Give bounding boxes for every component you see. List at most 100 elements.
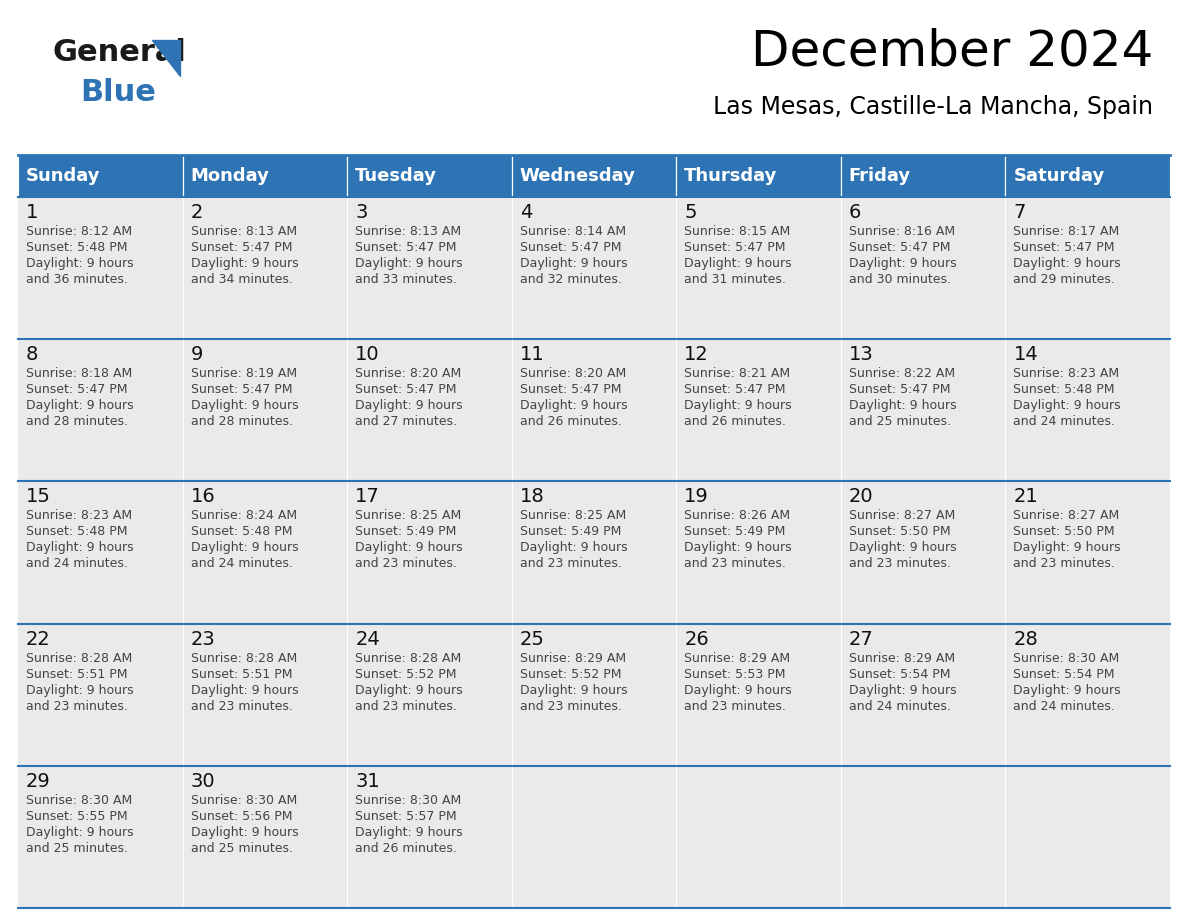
Text: Sunday: Sunday bbox=[26, 167, 101, 185]
Text: Daylight: 9 hours: Daylight: 9 hours bbox=[849, 257, 956, 270]
Text: and 23 minutes.: and 23 minutes. bbox=[26, 700, 128, 712]
Text: Daylight: 9 hours: Daylight: 9 hours bbox=[684, 399, 792, 412]
Text: Thursday: Thursday bbox=[684, 167, 778, 185]
Bar bbox=[512, 197, 676, 339]
Text: 22: 22 bbox=[26, 630, 51, 649]
Bar bbox=[18, 766, 183, 908]
Bar bbox=[183, 197, 347, 339]
Text: 20: 20 bbox=[849, 487, 873, 507]
Text: Sunrise: 8:14 AM: Sunrise: 8:14 AM bbox=[519, 225, 626, 238]
Text: Tuesday: Tuesday bbox=[355, 167, 437, 185]
Text: Sunset: 5:54 PM: Sunset: 5:54 PM bbox=[849, 667, 950, 680]
Text: Daylight: 9 hours: Daylight: 9 hours bbox=[190, 257, 298, 270]
Text: 5: 5 bbox=[684, 203, 697, 222]
Bar bbox=[676, 339, 841, 481]
Text: 21: 21 bbox=[1013, 487, 1038, 507]
Text: Sunrise: 8:30 AM: Sunrise: 8:30 AM bbox=[190, 794, 297, 807]
Text: 4: 4 bbox=[519, 203, 532, 222]
Bar bbox=[676, 481, 841, 623]
Text: Sunset: 5:47 PM: Sunset: 5:47 PM bbox=[849, 383, 950, 397]
Bar bbox=[841, 339, 1005, 481]
Bar bbox=[512, 623, 676, 766]
Text: 3: 3 bbox=[355, 203, 367, 222]
Bar bbox=[1005, 339, 1170, 481]
Text: 6: 6 bbox=[849, 203, 861, 222]
Bar bbox=[183, 481, 347, 623]
Text: and 25 minutes.: and 25 minutes. bbox=[190, 842, 292, 855]
Text: Daylight: 9 hours: Daylight: 9 hours bbox=[849, 542, 956, 554]
Bar bbox=[841, 155, 1005, 197]
Text: Sunset: 5:50 PM: Sunset: 5:50 PM bbox=[1013, 525, 1116, 538]
Text: Sunrise: 8:29 AM: Sunrise: 8:29 AM bbox=[519, 652, 626, 665]
Bar bbox=[1005, 155, 1170, 197]
Text: Sunset: 5:47 PM: Sunset: 5:47 PM bbox=[355, 241, 456, 254]
Text: and 24 minutes.: and 24 minutes. bbox=[1013, 700, 1116, 712]
Text: 19: 19 bbox=[684, 487, 709, 507]
Text: and 27 minutes.: and 27 minutes. bbox=[355, 415, 457, 428]
Text: Friday: Friday bbox=[849, 167, 911, 185]
Text: Sunset: 5:49 PM: Sunset: 5:49 PM bbox=[355, 525, 456, 538]
Polygon shape bbox=[152, 40, 181, 76]
Text: and 23 minutes.: and 23 minutes. bbox=[519, 557, 621, 570]
Bar bbox=[347, 766, 512, 908]
Text: Sunset: 5:47 PM: Sunset: 5:47 PM bbox=[190, 241, 292, 254]
Text: Sunset: 5:51 PM: Sunset: 5:51 PM bbox=[190, 667, 292, 680]
Text: 23: 23 bbox=[190, 630, 215, 649]
Text: Monday: Monday bbox=[190, 167, 270, 185]
Text: Sunrise: 8:23 AM: Sunrise: 8:23 AM bbox=[1013, 367, 1119, 380]
Text: Daylight: 9 hours: Daylight: 9 hours bbox=[355, 826, 463, 839]
Text: Sunset: 5:49 PM: Sunset: 5:49 PM bbox=[684, 525, 785, 538]
Text: Sunrise: 8:30 AM: Sunrise: 8:30 AM bbox=[1013, 652, 1119, 665]
Text: Daylight: 9 hours: Daylight: 9 hours bbox=[355, 399, 463, 412]
Text: Daylight: 9 hours: Daylight: 9 hours bbox=[1013, 684, 1121, 697]
Text: and 25 minutes.: and 25 minutes. bbox=[26, 842, 128, 855]
Text: and 24 minutes.: and 24 minutes. bbox=[26, 557, 128, 570]
Text: Daylight: 9 hours: Daylight: 9 hours bbox=[684, 257, 792, 270]
Text: Sunrise: 8:30 AM: Sunrise: 8:30 AM bbox=[355, 794, 461, 807]
Bar bbox=[841, 197, 1005, 339]
Text: 2: 2 bbox=[190, 203, 203, 222]
Text: 9: 9 bbox=[190, 345, 203, 364]
Text: and 23 minutes.: and 23 minutes. bbox=[190, 700, 292, 712]
Bar bbox=[841, 766, 1005, 908]
Text: 14: 14 bbox=[1013, 345, 1038, 364]
Text: and 24 minutes.: and 24 minutes. bbox=[190, 557, 292, 570]
Bar bbox=[347, 197, 512, 339]
Text: 26: 26 bbox=[684, 630, 709, 649]
Text: Sunrise: 8:13 AM: Sunrise: 8:13 AM bbox=[355, 225, 461, 238]
Text: Daylight: 9 hours: Daylight: 9 hours bbox=[519, 399, 627, 412]
Text: Sunset: 5:50 PM: Sunset: 5:50 PM bbox=[849, 525, 950, 538]
Bar bbox=[676, 766, 841, 908]
Text: Sunset: 5:47 PM: Sunset: 5:47 PM bbox=[519, 241, 621, 254]
Text: Sunrise: 8:20 AM: Sunrise: 8:20 AM bbox=[355, 367, 461, 380]
Text: General: General bbox=[52, 38, 185, 67]
Text: Sunset: 5:51 PM: Sunset: 5:51 PM bbox=[26, 667, 127, 680]
Text: Sunrise: 8:12 AM: Sunrise: 8:12 AM bbox=[26, 225, 132, 238]
Text: Sunrise: 8:28 AM: Sunrise: 8:28 AM bbox=[355, 652, 461, 665]
Text: December 2024: December 2024 bbox=[751, 28, 1154, 76]
Text: and 26 minutes.: and 26 minutes. bbox=[355, 842, 457, 855]
Text: and 28 minutes.: and 28 minutes. bbox=[26, 415, 128, 428]
Bar bbox=[183, 623, 347, 766]
Text: Daylight: 9 hours: Daylight: 9 hours bbox=[519, 542, 627, 554]
Text: Sunset: 5:47 PM: Sunset: 5:47 PM bbox=[190, 383, 292, 397]
Text: Daylight: 9 hours: Daylight: 9 hours bbox=[190, 684, 298, 697]
Bar bbox=[512, 481, 676, 623]
Text: Sunrise: 8:18 AM: Sunrise: 8:18 AM bbox=[26, 367, 132, 380]
Text: Sunrise: 8:17 AM: Sunrise: 8:17 AM bbox=[1013, 225, 1119, 238]
Text: 12: 12 bbox=[684, 345, 709, 364]
Text: 29: 29 bbox=[26, 772, 51, 790]
Bar bbox=[183, 339, 347, 481]
Text: Daylight: 9 hours: Daylight: 9 hours bbox=[190, 399, 298, 412]
Bar bbox=[347, 339, 512, 481]
Text: 10: 10 bbox=[355, 345, 380, 364]
Text: Daylight: 9 hours: Daylight: 9 hours bbox=[849, 399, 956, 412]
Text: Daylight: 9 hours: Daylight: 9 hours bbox=[355, 257, 463, 270]
Text: and 31 minutes.: and 31 minutes. bbox=[684, 273, 786, 286]
Text: and 34 minutes.: and 34 minutes. bbox=[190, 273, 292, 286]
Text: Sunset: 5:56 PM: Sunset: 5:56 PM bbox=[190, 810, 292, 823]
Bar bbox=[1005, 766, 1170, 908]
Text: Daylight: 9 hours: Daylight: 9 hours bbox=[684, 542, 792, 554]
Text: and 23 minutes.: and 23 minutes. bbox=[849, 557, 950, 570]
Text: and 23 minutes.: and 23 minutes. bbox=[355, 700, 457, 712]
